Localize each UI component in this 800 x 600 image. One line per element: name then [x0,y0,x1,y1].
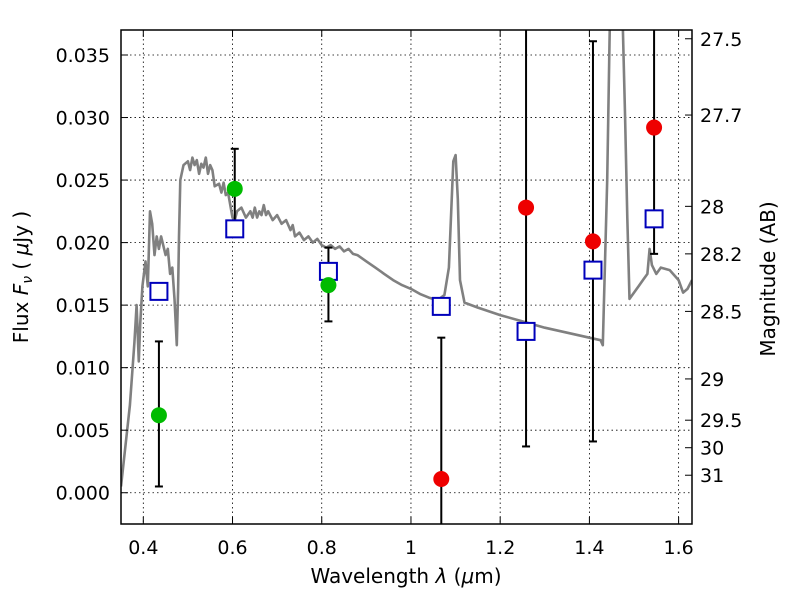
observed-flux-red-dot [646,119,663,136]
x-tick-label: 0.6 [217,537,247,559]
x-axis-title: Wavelength λ (μm) [310,564,501,588]
x-tick-label: 1.4 [574,537,604,559]
right-tick-label: 29.5 [700,410,742,432]
right-axis-title: Magnitude (AB) [756,201,780,356]
model-flux-square [431,296,451,316]
observed-flux-green-dot [320,277,337,294]
model-flux-square [583,260,603,280]
plot-frame [120,29,693,525]
model-flux-square [149,281,169,301]
template-spectrum-line [121,30,692,487]
observed-flux-red-dot [433,470,450,487]
right-tick-label: 27.5 [700,29,742,51]
plot-area [121,30,692,524]
observed-flux-red-dot [518,199,535,216]
y-tick-label: 0.005 [56,420,110,442]
y-tick-label: 0.020 [56,233,110,255]
y-tick-label: 0.025 [56,170,110,192]
right-tick-label: 28.2 [700,244,742,266]
y-axis-title: Flux Fν ( μJy ) [9,211,36,343]
right-tick-label: 30 [700,438,724,460]
model-flux-square [644,209,664,229]
right-tick-label: 29 [700,369,724,391]
grid-lines [121,30,692,524]
right-tick-label: 28 [700,196,724,218]
x-tick-label: 1 [405,537,417,559]
y-tick-label: 0.030 [56,108,110,130]
observed-flux-red-dot [584,233,601,250]
x-tick-label: 0.8 [307,537,337,559]
x-tick-label: 1.6 [664,537,694,559]
observed-flux-green-dot [150,407,167,424]
y-tick-label: 0.010 [56,358,110,380]
y-tick-label: 0.015 [56,295,110,317]
y-tick-label: 0.000 [56,483,110,505]
y-tick-label: 0.035 [56,45,110,67]
right-tick-label: 27.7 [700,105,742,127]
x-tick-label: 1.2 [485,537,515,559]
model-flux-square [516,321,536,341]
x-tick-label: 0.4 [128,537,158,559]
observed-flux-green-dot [226,180,243,197]
right-tick-label: 28.5 [700,301,742,323]
model-flux-square [225,219,245,239]
axis-ticks: 0.4 0.6 0.8 1 1.2 1.4 1.6 0.000 0.005 0.010 0.015 0… [56,29,743,559]
right-tick-label: 31 [700,465,724,487]
